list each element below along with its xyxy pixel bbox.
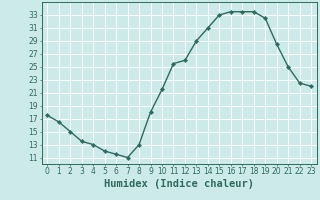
X-axis label: Humidex (Indice chaleur): Humidex (Indice chaleur): [104, 179, 254, 189]
